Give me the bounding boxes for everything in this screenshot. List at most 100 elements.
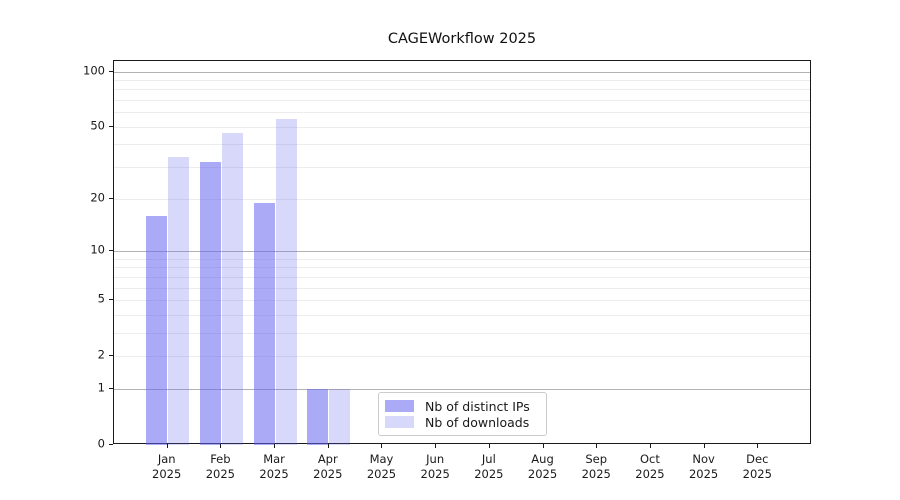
month-label: Jun bbox=[426, 452, 445, 466]
x-tick-mark bbox=[327, 444, 329, 448]
x-tick-label: Jul 2025 bbox=[459, 452, 519, 482]
bar-mar-distinct-ips bbox=[253, 202, 275, 445]
month-label: Jan bbox=[157, 452, 176, 466]
x-tick-label: Aug 2025 bbox=[513, 452, 573, 482]
y-tick-mark bbox=[109, 249, 113, 251]
month-label: Dec bbox=[746, 452, 769, 466]
x-tick-mark bbox=[166, 444, 168, 448]
minor-gridline bbox=[114, 100, 810, 102]
year-label: 2025 bbox=[152, 466, 182, 481]
x-tick-mark bbox=[649, 444, 651, 448]
minor-gridline bbox=[114, 79, 810, 81]
x-tick-mark bbox=[435, 444, 437, 448]
year-label: 2025 bbox=[527, 466, 558, 481]
major-gridline bbox=[114, 71, 810, 73]
bar-apr-distinct-ips bbox=[307, 388, 329, 445]
minor-gridline bbox=[114, 276, 810, 278]
x-tick-mark bbox=[488, 444, 490, 448]
x-tick-mark bbox=[274, 444, 276, 448]
legend-swatch-distinct-ips bbox=[385, 400, 414, 412]
month-label: Oct bbox=[639, 452, 660, 466]
x-tick-mark bbox=[542, 444, 544, 448]
minor-gridline bbox=[114, 267, 810, 269]
x-tick-mark bbox=[596, 444, 598, 448]
bar-mar-downloads bbox=[275, 119, 297, 445]
y-tick-mark bbox=[109, 70, 113, 72]
minor-gridline bbox=[114, 258, 810, 260]
chart-title: CAGEWorkflow 2025 bbox=[387, 31, 537, 47]
y-tick-label: 100 bbox=[83, 62, 105, 77]
minor-gridline bbox=[114, 332, 810, 334]
y-tick-label: 5 bbox=[97, 291, 105, 306]
y-tick-label: 10 bbox=[90, 242, 105, 257]
minor-gridline bbox=[114, 112, 810, 114]
month-label: Feb bbox=[210, 452, 231, 466]
x-tick-label: Dec 2025 bbox=[727, 452, 787, 482]
bar-jan-distinct-ips bbox=[146, 215, 168, 445]
minor-gridline bbox=[114, 198, 810, 200]
y-tick-label: 0 bbox=[97, 436, 105, 451]
x-tick-label: Mar 2025 bbox=[244, 452, 304, 482]
bar-feb-downloads bbox=[221, 133, 243, 445]
y-tick-mark bbox=[109, 387, 113, 389]
legend: Nb of distinct IPs Nb of downloads bbox=[378, 392, 547, 436]
minor-gridline bbox=[114, 356, 810, 358]
minor-gridline bbox=[114, 144, 810, 146]
x-tick-label: Feb 2025 bbox=[190, 452, 250, 482]
minor-gridline bbox=[114, 287, 810, 289]
y-tick-mark bbox=[109, 298, 113, 300]
y-tick-label: 50 bbox=[90, 118, 105, 133]
year-label: 2025 bbox=[205, 466, 236, 481]
year-label: 2025 bbox=[366, 466, 397, 481]
minor-gridline bbox=[114, 167, 810, 169]
year-label: 2025 bbox=[474, 466, 504, 481]
x-tick-label: Nov 2025 bbox=[674, 452, 734, 482]
x-tick-mark bbox=[703, 444, 705, 448]
legend-label-distinct-ips: Nb of distinct IPs bbox=[425, 398, 530, 414]
year-label: 2025 bbox=[259, 466, 289, 481]
x-tick-label: Sep 2025 bbox=[566, 452, 626, 482]
year-label: 2025 bbox=[635, 466, 665, 481]
year-label: 2025 bbox=[742, 466, 772, 481]
legend-label-downloads: Nb of downloads bbox=[425, 414, 530, 430]
month-label: Mar bbox=[263, 452, 285, 466]
month-label: Jul bbox=[481, 452, 496, 466]
x-tick-label: Jan 2025 bbox=[137, 452, 197, 482]
y-tick-mark bbox=[109, 355, 113, 357]
year-label: 2025 bbox=[313, 466, 343, 481]
major-gridline bbox=[114, 388, 810, 390]
x-tick-label: Oct 2025 bbox=[620, 452, 680, 482]
plot-area bbox=[113, 60, 811, 445]
bar-apr-downloads bbox=[329, 388, 351, 445]
month-label: Apr bbox=[317, 452, 338, 466]
month-label: Sep bbox=[585, 452, 608, 466]
legend-item-downloads: Nb of downloads bbox=[385, 414, 538, 430]
x-tick-label: Jun 2025 bbox=[405, 452, 465, 482]
minor-gridline bbox=[114, 314, 810, 316]
x-tick-mark bbox=[381, 444, 383, 448]
major-gridline bbox=[114, 250, 810, 252]
year-label: 2025 bbox=[688, 466, 719, 481]
y-tick-mark bbox=[109, 197, 113, 199]
x-tick-mark bbox=[220, 444, 222, 448]
bar-jan-downloads bbox=[168, 157, 190, 445]
y-tick-mark bbox=[109, 444, 113, 445]
minor-gridline bbox=[114, 126, 810, 128]
month-label: Aug bbox=[531, 452, 554, 466]
y-tick-label: 20 bbox=[90, 189, 105, 204]
x-tick-label: May 2025 bbox=[351, 452, 411, 482]
month-label: May bbox=[369, 452, 394, 466]
y-tick-label: 1 bbox=[97, 380, 105, 395]
bar-feb-distinct-ips bbox=[199, 162, 221, 445]
y-tick-mark bbox=[109, 125, 113, 127]
year-label: 2025 bbox=[420, 466, 450, 481]
x-tick-mark bbox=[757, 444, 759, 448]
x-tick-label: Apr 2025 bbox=[298, 452, 358, 482]
month-label: Nov bbox=[692, 452, 715, 466]
y-tick-label: 2 bbox=[97, 347, 105, 362]
year-label: 2025 bbox=[581, 466, 611, 481]
minor-gridline bbox=[114, 299, 810, 301]
minor-gridline bbox=[114, 89, 810, 91]
legend-swatch-downloads bbox=[385, 416, 414, 428]
